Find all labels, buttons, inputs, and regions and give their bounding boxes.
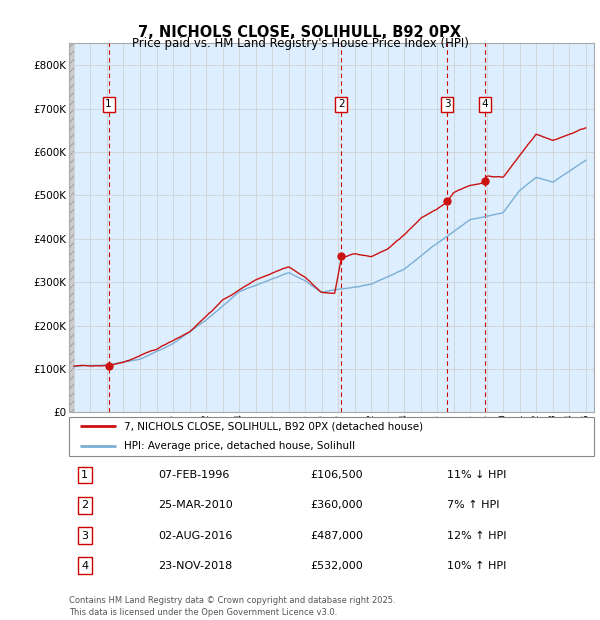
Text: 07-FEB-1996: 07-FEB-1996 (158, 470, 230, 480)
Text: Price paid vs. HM Land Registry's House Price Index (HPI): Price paid vs. HM Land Registry's House … (131, 37, 469, 50)
Text: 12% ↑ HPI: 12% ↑ HPI (447, 531, 506, 541)
Text: 1: 1 (81, 470, 88, 480)
Text: HPI: Average price, detached house, Solihull: HPI: Average price, detached house, Soli… (124, 441, 355, 451)
Text: 1: 1 (106, 99, 112, 109)
Bar (69, 43, 74, 412)
Text: 2: 2 (81, 500, 88, 510)
Text: 4: 4 (482, 99, 488, 109)
Text: 7, NICHOLS CLOSE, SOLIHULL, B92 0PX: 7, NICHOLS CLOSE, SOLIHULL, B92 0PX (139, 25, 461, 40)
Text: 25-MAR-2010: 25-MAR-2010 (158, 500, 233, 510)
FancyBboxPatch shape (69, 417, 594, 456)
Text: 3: 3 (81, 531, 88, 541)
Text: 23-NOV-2018: 23-NOV-2018 (158, 561, 233, 571)
Text: 4: 4 (81, 561, 88, 571)
Text: 7, NICHOLS CLOSE, SOLIHULL, B92 0PX (detached house): 7, NICHOLS CLOSE, SOLIHULL, B92 0PX (det… (124, 422, 423, 432)
Text: 02-AUG-2016: 02-AUG-2016 (158, 531, 233, 541)
Text: 7% ↑ HPI: 7% ↑ HPI (447, 500, 499, 510)
Text: £360,000: £360,000 (311, 500, 363, 510)
Text: £106,500: £106,500 (311, 470, 363, 480)
Text: 10% ↑ HPI: 10% ↑ HPI (447, 561, 506, 571)
Text: £487,000: £487,000 (311, 531, 364, 541)
Text: 3: 3 (444, 99, 451, 109)
Text: 2: 2 (338, 99, 345, 109)
Text: 11% ↓ HPI: 11% ↓ HPI (447, 470, 506, 480)
Text: £532,000: £532,000 (311, 561, 363, 571)
Text: Contains HM Land Registry data © Crown copyright and database right 2025.
This d: Contains HM Land Registry data © Crown c… (69, 596, 395, 617)
